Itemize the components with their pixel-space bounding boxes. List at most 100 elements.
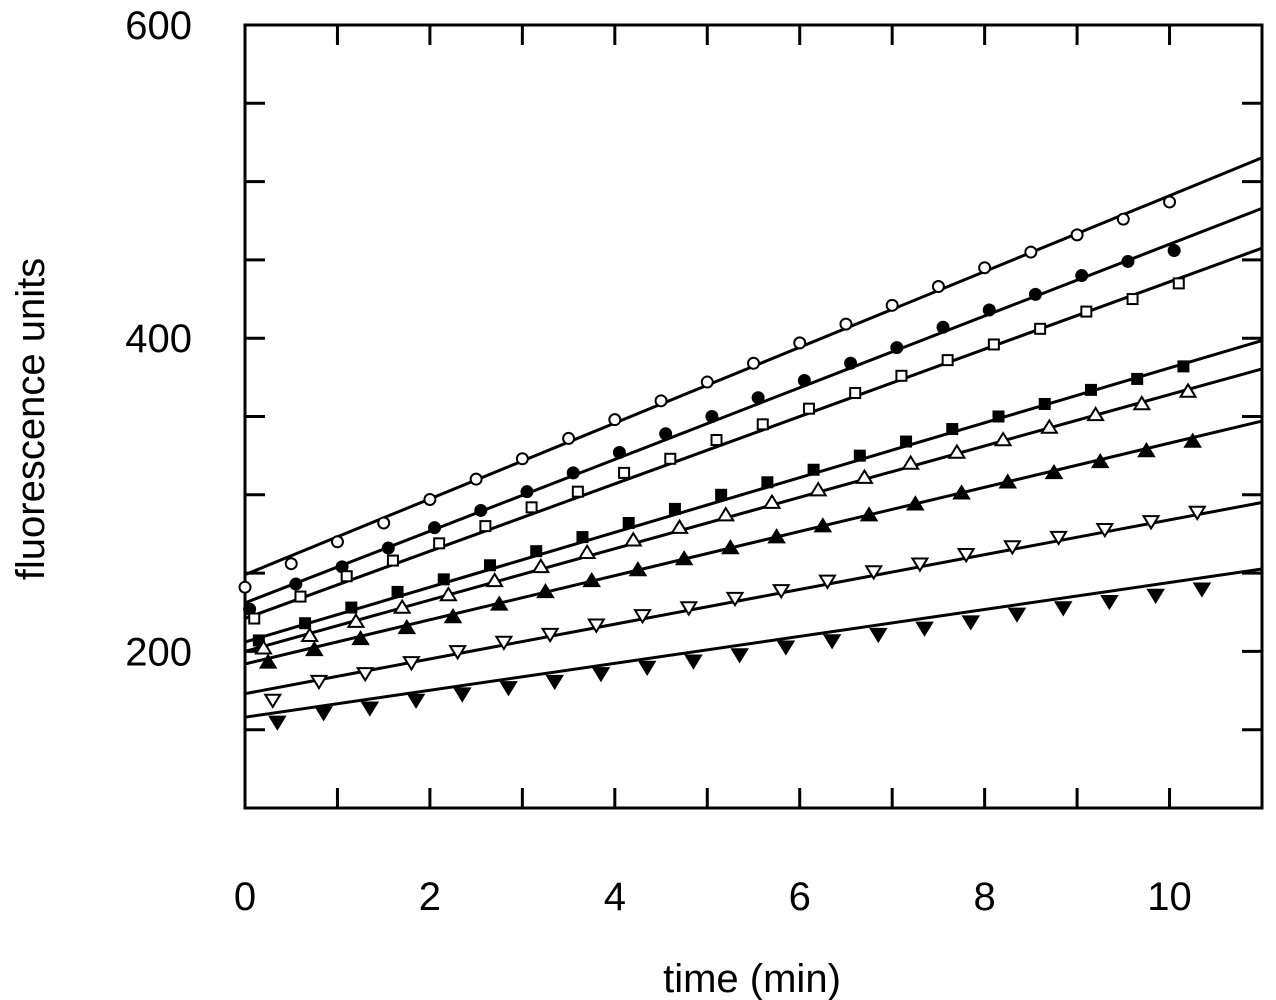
data-point — [346, 612, 366, 628]
data-point — [808, 481, 828, 497]
data-point — [1187, 505, 1207, 521]
data-point — [931, 280, 945, 294]
data-point — [448, 645, 467, 661]
data-point — [484, 559, 497, 572]
data-point — [489, 595, 509, 611]
data-point — [443, 608, 463, 624]
data-point — [300, 626, 320, 642]
data-points — [238, 195, 1212, 731]
x-axis-label: time (min) — [663, 957, 841, 1000]
data-point — [1040, 418, 1059, 434]
data-point — [452, 687, 472, 703]
data-point — [566, 466, 580, 480]
data-point — [936, 320, 950, 334]
data-point — [670, 518, 689, 534]
data-point — [747, 356, 760, 370]
data-point — [998, 473, 1018, 489]
data-point — [1132, 395, 1152, 411]
data-point — [268, 715, 287, 731]
data-point — [1086, 406, 1105, 422]
data-point — [1131, 372, 1144, 385]
data-point — [479, 520, 492, 533]
data-point — [993, 431, 1013, 447]
data-point — [248, 612, 261, 625]
data-point — [485, 572, 504, 588]
data-point — [392, 598, 412, 614]
data-point — [238, 580, 252, 594]
data-point — [761, 476, 774, 489]
fit-line — [244, 206, 1263, 605]
data-point — [987, 338, 1000, 351]
tick-labels: 0 2 4 6 8 10 200 400 600 — [125, 4, 1192, 919]
data-point — [885, 298, 899, 312]
data-point — [576, 531, 589, 544]
data-point — [284, 557, 298, 571]
data-point — [628, 561, 648, 577]
fit-lines — [244, 156, 1263, 719]
data-point — [716, 506, 736, 522]
data-point — [915, 621, 934, 637]
data-point — [725, 591, 745, 608]
data-point — [1080, 305, 1093, 318]
data-point — [659, 427, 673, 441]
data-point — [946, 423, 959, 436]
data-point — [608, 413, 622, 427]
data-point — [664, 452, 677, 465]
data-point — [1146, 588, 1165, 604]
axis-ticks — [243, 23, 1262, 808]
data-point — [1075, 269, 1089, 283]
data-point — [386, 554, 399, 567]
data-point — [947, 443, 967, 459]
data-point — [355, 667, 375, 683]
data-point — [1003, 540, 1022, 556]
data-point — [679, 601, 699, 617]
data-point — [952, 484, 971, 500]
data-point — [1084, 383, 1097, 396]
data-point — [793, 336, 807, 350]
data-point — [474, 503, 488, 517]
data-point — [1095, 523, 1115, 539]
data-point — [813, 517, 833, 533]
data-point — [956, 548, 976, 564]
data-point — [844, 356, 858, 370]
data-point — [515, 452, 529, 466]
data-point — [751, 391, 765, 405]
data-point — [1044, 463, 1064, 480]
data-point — [771, 584, 791, 600]
data-point — [520, 485, 534, 499]
data-point — [622, 516, 635, 529]
data-point — [776, 640, 796, 656]
data-point — [1137, 442, 1156, 458]
data-point — [1007, 607, 1027, 623]
data-point — [1049, 530, 1068, 546]
data-point — [710, 433, 723, 446]
data-point — [674, 550, 694, 566]
data-point — [499, 681, 518, 697]
data-point — [1100, 595, 1119, 611]
data-point — [469, 472, 483, 486]
data-point — [1116, 212, 1130, 226]
data-point — [756, 418, 769, 431]
data-point — [910, 557, 930, 573]
data-point — [1090, 452, 1110, 469]
data-point — [822, 634, 842, 650]
x-tick-label: 4 — [604, 875, 626, 919]
data-point — [299, 617, 312, 630]
data-point — [571, 485, 584, 498]
x-tick-label: 2 — [419, 875, 441, 919]
data-point — [869, 627, 888, 644]
data-point — [305, 640, 324, 657]
data-point — [562, 431, 576, 445]
data-point — [818, 574, 837, 590]
data-point — [624, 531, 643, 547]
data-point — [797, 373, 811, 387]
data-point — [668, 502, 681, 515]
data-point — [961, 615, 981, 631]
data-point — [423, 492, 437, 506]
data-point — [1053, 601, 1073, 617]
data-point — [895, 369, 908, 382]
data-point — [1141, 515, 1161, 531]
data-point — [730, 648, 749, 664]
data-point — [377, 516, 391, 530]
data-point — [577, 543, 597, 559]
